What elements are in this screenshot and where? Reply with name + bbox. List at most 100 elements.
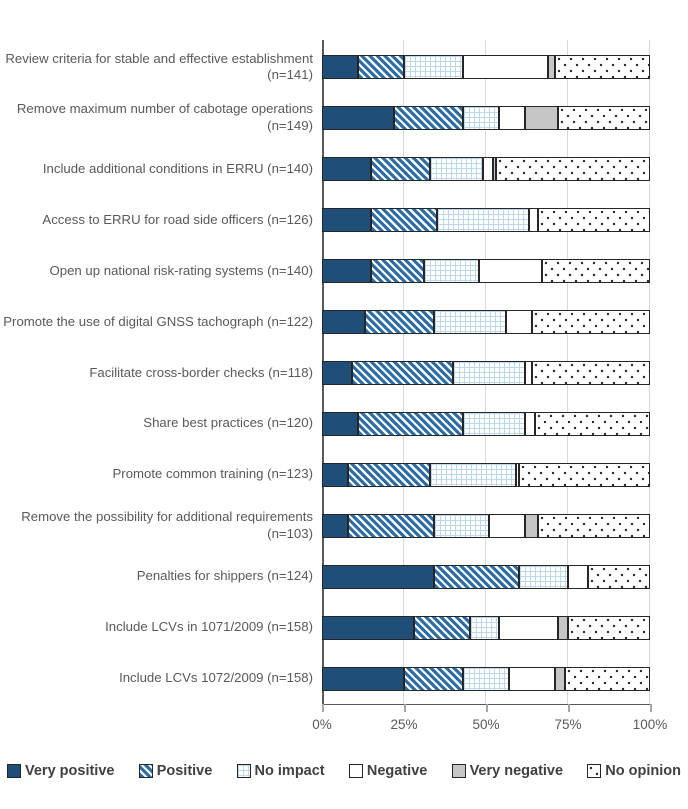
category-label: Include LCVs in 1071/2009 (n=158)	[105, 619, 313, 635]
category-label: Remove maximum number of cabotage operat…	[16, 101, 313, 134]
category-label: Access to ERRU for road side officers (n…	[42, 211, 313, 227]
bar-segment-no-opinion	[518, 462, 650, 487]
bar-segment-no-impact	[433, 513, 490, 538]
legend-swatch-very-negative	[451, 764, 466, 778]
category-row: Promote common training (n=123)	[0, 449, 688, 500]
bar-track	[322, 615, 650, 640]
bar-segment-no-opinion	[558, 106, 650, 131]
bar-track	[322, 259, 650, 284]
bar-segment-negative	[489, 513, 526, 538]
bar-segment-very-positive	[322, 55, 359, 80]
bar-track	[322, 208, 650, 233]
bar-segment-positive	[348, 513, 434, 538]
bar-track	[322, 310, 650, 335]
bar-track	[322, 666, 650, 691]
bar-segment-no-opinion	[564, 666, 650, 691]
category-row: Remove maximum number of cabotage operat…	[0, 93, 688, 144]
bar-segment-no-opinion	[538, 513, 650, 538]
bar-segment-very-positive	[322, 310, 365, 335]
bar-segment-no-impact	[463, 106, 500, 131]
category-label: Facilitate cross-border checks (n=118)	[89, 364, 313, 380]
legend-label: Very negative	[469, 763, 564, 779]
legend-label: No impact	[254, 763, 325, 779]
bar-segment-no-impact	[453, 360, 526, 385]
bar-segment-no-impact	[430, 157, 483, 182]
bar-segment-very-negative	[525, 106, 559, 131]
category-row: Include additional conditions in ERRU (n…	[0, 144, 688, 195]
bar-track	[322, 55, 650, 80]
bar-segment-negative	[482, 157, 493, 182]
x-tick-label: 25%	[390, 717, 418, 732]
bar-track	[322, 564, 650, 589]
category-row: Include LCVs 1072/2009 (n=158)	[0, 653, 688, 704]
x-tick-label: 75%	[554, 717, 582, 732]
legend-label: Negative	[366, 763, 428, 779]
bar-segment-very-positive	[322, 106, 395, 131]
axis-tick	[486, 704, 488, 712]
bar-segment-negative	[525, 360, 532, 385]
bar-segment-very-positive	[322, 411, 359, 436]
bar-segment-negative	[508, 666, 555, 691]
legend-label: Positive	[156, 763, 213, 779]
legend-swatch-negative	[348, 764, 363, 778]
legend-item-no-opinion: No opinion	[587, 763, 681, 779]
category-row: Promote the use of digital GNSS tachogra…	[0, 297, 688, 348]
bar-segment-positive	[371, 208, 437, 233]
legend-item-negative: Negative	[348, 763, 428, 779]
x-tick-label: 50%	[472, 717, 500, 732]
bar-segment-negative	[505, 310, 532, 335]
bar-segment-negative	[528, 208, 539, 233]
bar-segment-no-opinion	[531, 310, 650, 335]
x-tick-label: 100%	[632, 717, 668, 732]
bar-segment-no-impact	[430, 462, 516, 487]
bar-segment-positive	[351, 360, 454, 385]
bar-segment-negative	[515, 462, 519, 487]
bar-segment-positive	[358, 411, 464, 436]
bar-segment-positive	[394, 106, 464, 131]
bar-segment-very-positive	[322, 564, 434, 589]
x-tick-label: 0%	[312, 717, 332, 732]
bar-segment-very-negative	[525, 513, 539, 538]
bar-rows: Review criteria for stable and effective…	[0, 42, 688, 704]
bar-segment-no-opinion	[587, 564, 650, 589]
bar-segment-negative	[499, 615, 559, 640]
bar-segment-positive	[348, 462, 431, 487]
legend-item-no-impact: No impact	[236, 763, 325, 779]
category-label: Include additional conditions in ERRU (n…	[42, 160, 313, 176]
category-row: Penalties for shippers (n=124)	[0, 551, 688, 602]
bar-segment-no-opinion	[535, 411, 650, 436]
bar-segment-very-positive	[322, 462, 349, 487]
category-label: Promote common training (n=123)	[112, 466, 313, 482]
bar-track	[322, 106, 650, 131]
category-row: Open up national risk-rating systems (n=…	[0, 246, 688, 297]
legend-label: No opinion	[605, 763, 681, 779]
bar-segment-no-impact	[403, 55, 464, 80]
category-row: Share best practices (n=120)	[0, 398, 688, 449]
bar-segment-no-impact	[518, 564, 568, 589]
bar-segment-no-opinion	[567, 615, 650, 640]
axis-tick	[650, 704, 652, 712]
axis-tick	[322, 704, 324, 712]
bar-segment-no-impact	[463, 411, 526, 436]
category-label: Review criteria for stable and effective…	[5, 50, 313, 83]
bar-segment-no-opinion	[495, 157, 650, 182]
bar-segment-no-impact	[423, 259, 480, 284]
category-row: Remove the possibility for additional re…	[0, 500, 688, 551]
bar-segment-positive	[371, 157, 431, 182]
bar-segment-negative	[525, 411, 536, 436]
bar-segment-negative	[567, 564, 588, 589]
bar-segment-very-positive	[322, 208, 372, 233]
bar-segment-very-positive	[322, 259, 372, 284]
bar-segment-no-opinion	[541, 259, 650, 284]
bar-segment-no-impact	[436, 208, 529, 233]
bar-track	[322, 157, 650, 182]
bar-segment-no-opinion	[538, 208, 650, 233]
legend-label: Very positive	[25, 763, 115, 779]
category-label: Penalties for shippers (n=124)	[136, 568, 313, 584]
category-label: Include LCVs 1072/2009 (n=158)	[119, 670, 313, 686]
bar-segment-very-negative	[554, 666, 565, 691]
category-label: Open up national risk-rating systems (n=…	[49, 262, 313, 278]
bar-segment-very-positive	[322, 360, 352, 385]
legend-swatch-no-opinion	[587, 764, 602, 778]
